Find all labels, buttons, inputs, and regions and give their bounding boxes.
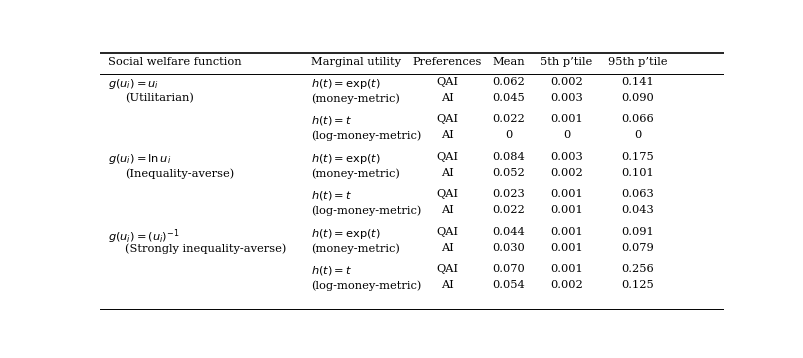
Text: $h(t) = t$: $h(t) = t$	[311, 114, 352, 127]
Text: 0: 0	[562, 130, 569, 140]
Text: 0.002: 0.002	[549, 280, 582, 290]
Text: 0.001: 0.001	[549, 243, 582, 253]
Text: 95th p’tile: 95th p’tile	[607, 57, 666, 67]
Text: 0.043: 0.043	[621, 205, 653, 215]
Text: 0.052: 0.052	[491, 168, 524, 178]
Text: QAI: QAI	[435, 152, 458, 162]
Text: (money-metric): (money-metric)	[311, 168, 399, 179]
Text: 0.001: 0.001	[549, 114, 582, 124]
Text: 0.079: 0.079	[621, 243, 653, 253]
Text: (money-metric): (money-metric)	[311, 93, 399, 104]
Text: 0.070: 0.070	[491, 264, 524, 274]
Text: $g(u_i) = \ln u_i$: $g(u_i) = \ln u_i$	[108, 152, 171, 166]
Text: 5th p’tile: 5th p’tile	[540, 57, 592, 67]
Text: $h(t) = t$: $h(t) = t$	[311, 189, 352, 202]
Text: QAI: QAI	[435, 227, 458, 237]
Text: AI: AI	[440, 280, 453, 290]
Text: 0.003: 0.003	[549, 93, 582, 103]
Text: Marginal utility: Marginal utility	[311, 57, 401, 67]
Text: QAI: QAI	[435, 114, 458, 124]
Text: 0.141: 0.141	[621, 77, 653, 87]
Text: 0: 0	[504, 130, 512, 140]
Text: $h(t) = \exp(t)$: $h(t) = \exp(t)$	[311, 227, 381, 241]
Text: 0.101: 0.101	[621, 168, 653, 178]
Text: $g(u_i) = u_i$: $g(u_i) = u_i$	[108, 77, 159, 91]
Text: 0.002: 0.002	[549, 168, 582, 178]
Text: 0.022: 0.022	[491, 114, 524, 124]
Text: 0.125: 0.125	[621, 280, 653, 290]
Text: 0.091: 0.091	[621, 227, 653, 237]
Text: 0.084: 0.084	[491, 152, 524, 162]
Text: AI: AI	[440, 93, 453, 103]
Text: AI: AI	[440, 243, 453, 253]
Text: 0.003: 0.003	[549, 152, 582, 162]
Text: 0.090: 0.090	[621, 93, 653, 103]
Text: (log-money-metric): (log-money-metric)	[311, 130, 421, 141]
Text: QAI: QAI	[435, 264, 458, 274]
Text: Mean: Mean	[491, 57, 524, 67]
Text: $h(t) = \exp(t)$: $h(t) = \exp(t)$	[311, 152, 381, 166]
Text: 0.001: 0.001	[549, 227, 582, 237]
Text: 0: 0	[634, 130, 641, 140]
Text: (Utilitarian): (Utilitarian)	[125, 93, 194, 103]
Text: 0.063: 0.063	[621, 189, 653, 199]
Text: 0.001: 0.001	[549, 205, 582, 215]
Text: (log-money-metric): (log-money-metric)	[311, 280, 421, 291]
Text: 0.054: 0.054	[491, 280, 524, 290]
Text: 0.062: 0.062	[491, 77, 524, 87]
Text: 0.044: 0.044	[491, 227, 524, 237]
Text: $h(t) = t$: $h(t) = t$	[311, 264, 352, 277]
Text: QAI: QAI	[435, 189, 458, 199]
Text: (Inequality-averse): (Inequality-averse)	[125, 168, 234, 179]
Text: 0.066: 0.066	[621, 114, 653, 124]
Text: $h(t) = \exp(t)$: $h(t) = \exp(t)$	[311, 77, 381, 91]
Text: 0.045: 0.045	[491, 93, 524, 103]
Text: Social welfare function: Social welfare function	[108, 57, 242, 67]
Text: $g(u_i) = (u_i)^{-1}$: $g(u_i) = (u_i)^{-1}$	[108, 227, 179, 246]
Text: 0.002: 0.002	[549, 77, 582, 87]
Text: 0.030: 0.030	[491, 243, 524, 253]
Text: 0.023: 0.023	[491, 189, 524, 199]
Text: 0.001: 0.001	[549, 189, 582, 199]
Text: QAI: QAI	[435, 77, 458, 87]
Text: 0.256: 0.256	[621, 264, 653, 274]
Text: 0.175: 0.175	[621, 152, 653, 162]
Text: AI: AI	[440, 168, 453, 178]
Text: 0.001: 0.001	[549, 264, 582, 274]
Text: AI: AI	[440, 205, 453, 215]
Text: Preferences: Preferences	[412, 57, 481, 67]
Text: (money-metric): (money-metric)	[311, 243, 399, 254]
Text: (log-money-metric): (log-money-metric)	[311, 205, 421, 216]
Text: (Strongly inequality-averse): (Strongly inequality-averse)	[125, 243, 287, 254]
Text: 0.022: 0.022	[491, 205, 524, 215]
Text: AI: AI	[440, 130, 453, 140]
